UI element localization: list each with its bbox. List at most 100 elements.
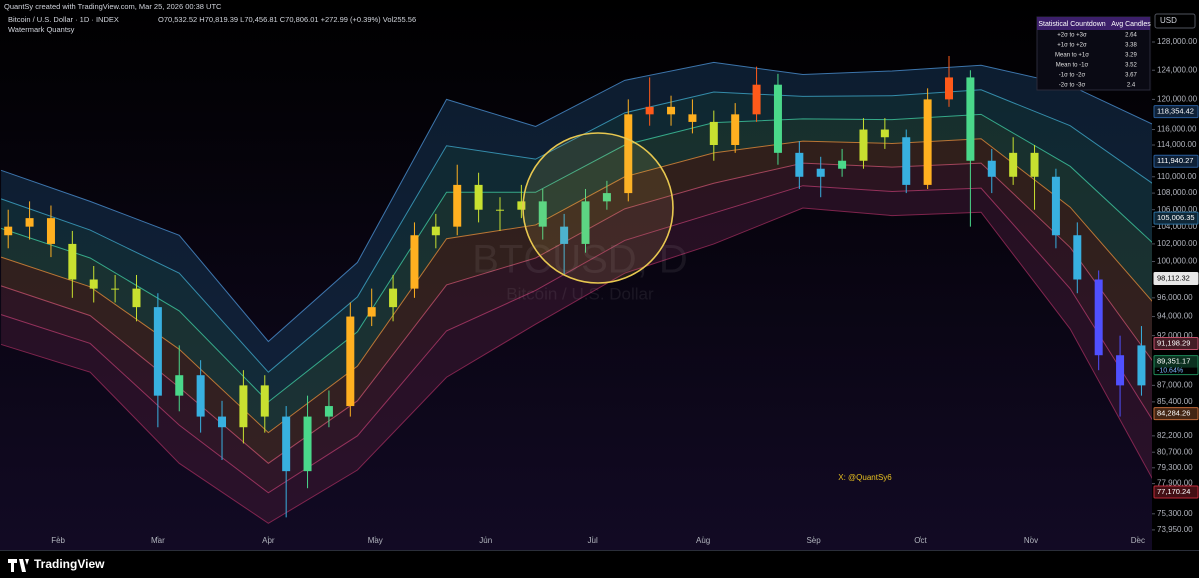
candle-body: [389, 288, 398, 308]
price-marker: [1153, 211, 1199, 225]
candle-body: [260, 385, 269, 417]
table-cell: +1σ to +2σ: [1057, 43, 1087, 49]
y-tick-label: 79,300.00: [1157, 463, 1193, 472]
candle-body: [324, 406, 333, 417]
candle-body: [1094, 279, 1103, 356]
candle-body: [816, 168, 825, 177]
price-marker-fill: [1154, 337, 1198, 350]
table-cell: Mean to -1σ: [1056, 63, 1089, 69]
candle-body: [303, 416, 312, 472]
candle-body: [624, 114, 633, 194]
table-cell: 3.52: [1125, 63, 1137, 69]
y-tick-label: 77,900.00: [1157, 479, 1193, 488]
band-line: [0, 162, 1157, 464]
price-marker-fill: [1154, 355, 1198, 368]
x-tick-label: Nov: [1024, 536, 1038, 545]
x-tick-label: Apr: [262, 536, 275, 545]
table-cell: 3.38: [1125, 43, 1137, 49]
y-tick-label: 128,000.00: [1157, 37, 1198, 46]
y-tick-label: 80,700.00: [1157, 447, 1193, 456]
y-tick-label: 120,000.00: [1157, 95, 1198, 104]
price-marker-label: 91,198.29: [1157, 338, 1190, 347]
candle-body: [68, 243, 77, 280]
price-marker-fill: [1154, 212, 1198, 225]
price-marker: [1153, 336, 1199, 350]
y-tick-label: 96,000.00: [1157, 293, 1193, 302]
candle-body: [132, 288, 141, 308]
annotation: X: @QuantSy6: [838, 473, 892, 482]
symbol: Bitcoin / U.S. Dollar · 1D · INDEX: [8, 15, 119, 24]
candle-body: [367, 307, 376, 317]
candle-body: [25, 218, 34, 227]
band-line: [0, 113, 1157, 403]
price-marker-label: 111,940.27: [1157, 156, 1193, 165]
band-fill: [1, 114, 1156, 433]
candle-body: [880, 129, 889, 138]
band-line: [0, 89, 1156, 373]
y-tick-label: 73,950.00: [1157, 525, 1193, 534]
candle-body: [667, 106, 676, 115]
y-tick-label: 124,000.00: [1157, 65, 1198, 74]
table-header: Avg Candles: [1111, 21, 1151, 28]
candle-body: [1116, 355, 1125, 386]
price-marker-label: 105,006.35: [1157, 213, 1195, 222]
candle-body: [474, 184, 483, 210]
y-tick-label: 110,000.00: [1157, 172, 1197, 181]
band-line: [0, 61, 1156, 343]
x-tick-label: Oct: [914, 536, 927, 545]
band-line: [0, 207, 1157, 524]
x-tick-label: May: [368, 536, 383, 545]
price-marker-fill: [1154, 407, 1198, 420]
band-fill: [1, 62, 1156, 373]
candle-body: [153, 307, 162, 396]
table-cell: -1σ to -2σ: [1059, 73, 1086, 79]
candle-body: [902, 137, 911, 185]
candle-body: [602, 193, 611, 202]
brand: TradingView: [34, 557, 105, 571]
price-marker-fill: [1154, 485, 1198, 498]
candle-body: [1030, 152, 1039, 177]
price-marker: [1153, 154, 1199, 168]
price-marker-sublabel: -10.64%: [1157, 368, 1183, 375]
candle-body: [239, 385, 248, 428]
band-fill: [1, 138, 1156, 464]
highlight-circle: [522, 132, 674, 284]
price-marker-label: 89,351.17: [1157, 357, 1190, 366]
table-cell: 3.29: [1125, 53, 1137, 59]
candle-body: [495, 209, 504, 211]
band-fill: [1, 89, 1156, 402]
stats-table: Statistical Countdown Avg Candles +2σ to +…: [1036, 16, 1151, 91]
candle-body: [838, 160, 847, 169]
table-cell: +2σ to +3σ: [1057, 33, 1087, 39]
candle-body: [581, 201, 590, 244]
price-marker: [1153, 355, 1199, 376]
bands: [0, 61, 1157, 524]
candle-body: [46, 218, 55, 244]
price-marker-fill: [1154, 105, 1198, 118]
candle-body: [1051, 176, 1060, 236]
ohlc: O70,532.52 H70,819.39 L70,456.81 C70,806…: [158, 15, 416, 24]
y-tick-label: 92,000.00: [1157, 331, 1193, 340]
price-marker: [1153, 485, 1199, 499]
candle-body: [196, 375, 205, 417]
x-tick-label: Sep: [806, 536, 821, 545]
candle-body: [773, 84, 782, 153]
candle-body: [731, 114, 740, 146]
candle-body: [89, 279, 98, 289]
table-cell: 2.4: [1127, 83, 1136, 89]
y-tick-label: 116,000.00: [1157, 125, 1197, 134]
candle-body: [859, 129, 868, 161]
candle-body: [111, 288, 120, 290]
candle-body: [538, 201, 547, 227]
table-header-bg: [1037, 17, 1150, 30]
candle-body: [945, 77, 954, 100]
y-tick-label: 87,000.00: [1157, 380, 1193, 389]
y-tick-label: 94,000.00: [1157, 312, 1193, 321]
currency: USD: [1160, 16, 1177, 25]
candle-body: [1073, 235, 1082, 280]
candle-body: [923, 99, 932, 185]
candle-body: [4, 226, 13, 236]
price-marker-label: 118,354.42: [1157, 107, 1194, 116]
price-marker-label: 98,112.32: [1157, 273, 1190, 282]
